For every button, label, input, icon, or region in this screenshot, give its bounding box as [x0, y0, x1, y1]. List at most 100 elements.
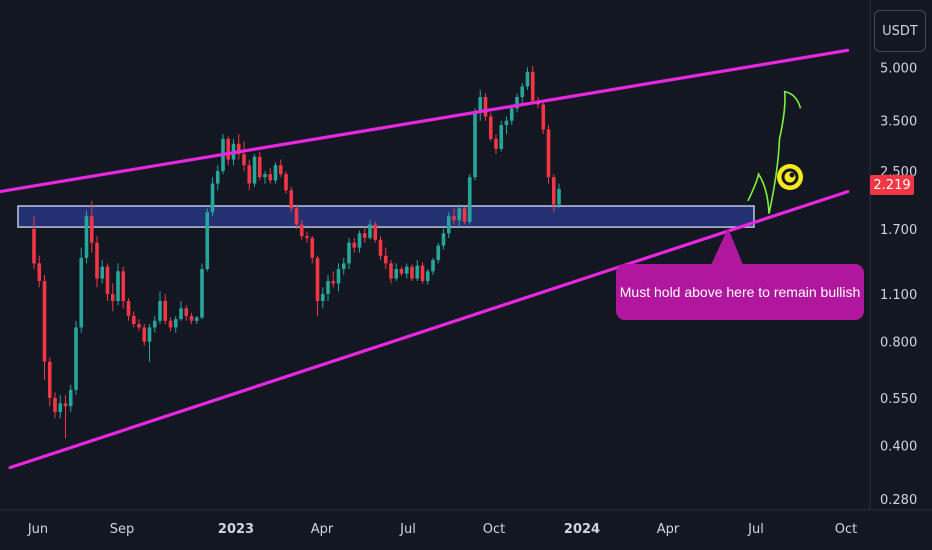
- candle-body: [368, 224, 372, 238]
- candle: [147, 324, 152, 362]
- candle-body: [551, 177, 556, 205]
- candle-body: [499, 125, 504, 149]
- candle-body: [79, 257, 84, 328]
- candle-body: [273, 165, 278, 181]
- x-tick-label: Apr: [657, 522, 680, 537]
- currency-label: USDT: [882, 23, 918, 39]
- candle-body: [488, 116, 493, 139]
- candle-body: [446, 216, 451, 234]
- candle-body: [278, 165, 283, 175]
- candle: [53, 392, 57, 419]
- candle: [378, 236, 383, 261]
- y-tick-label: 0.280: [880, 493, 917, 508]
- candle-body: [252, 156, 257, 184]
- candle: [504, 116, 509, 135]
- candle: [89, 200, 94, 253]
- annotation-text: Must hold above here to remain bullish: [619, 284, 861, 300]
- candle-body: [163, 300, 168, 321]
- candle: [326, 274, 330, 301]
- candle-body: [147, 327, 152, 342]
- candle: [478, 89, 483, 121]
- candle: [173, 315, 178, 333]
- candle-body: [168, 320, 173, 328]
- candle-body: [100, 266, 105, 279]
- candle-body: [131, 315, 136, 325]
- candle: [341, 257, 346, 275]
- candle: [105, 263, 110, 301]
- currency-selector[interactable]: USDT: [874, 10, 926, 52]
- candle: [457, 204, 462, 228]
- candle: [152, 315, 157, 333]
- candle: [415, 260, 420, 281]
- candle: [425, 269, 430, 285]
- candle-body: [515, 97, 519, 109]
- candle: [110, 283, 115, 312]
- candle-body: [173, 319, 178, 328]
- candle: [515, 93, 519, 113]
- candle-body: [420, 265, 425, 281]
- candle: [473, 108, 477, 181]
- y-tick-label: 5.000: [880, 61, 917, 76]
- candle-body: [179, 308, 183, 320]
- candle: [284, 171, 288, 194]
- candle: [546, 125, 551, 184]
- candle: [226, 136, 231, 166]
- candle: [142, 324, 147, 346]
- candle-body: [105, 266, 110, 295]
- y-tick-label: 3.500: [880, 115, 917, 130]
- candle-body: [47, 361, 52, 398]
- candle-body: [95, 242, 99, 279]
- upper-trendline: [0, 48, 850, 194]
- candle: [310, 236, 315, 264]
- candle: [320, 287, 325, 309]
- candle: [520, 83, 525, 105]
- candle: [242, 141, 246, 172]
- candle-body: [194, 317, 199, 321]
- candle-body: [478, 97, 483, 113]
- candle-body: [42, 280, 47, 362]
- candle: [37, 255, 42, 288]
- candle-body: [336, 269, 341, 284]
- candle-body: [341, 263, 346, 270]
- candle: [420, 262, 425, 284]
- candle-body: [158, 300, 162, 321]
- candle: [278, 159, 283, 178]
- candle-body: [268, 174, 273, 181]
- candle-body: [137, 324, 141, 328]
- candle: [373, 221, 378, 243]
- candle-body: [389, 263, 393, 279]
- candle: [383, 247, 388, 270]
- candle: [194, 315, 199, 325]
- candle-body: [53, 397, 57, 413]
- x-tick-label: Sep: [110, 522, 135, 537]
- candle: [236, 134, 241, 160]
- candle: [268, 168, 273, 184]
- candle-body: [462, 208, 467, 222]
- candle: [200, 263, 204, 320]
- candle: [357, 230, 362, 253]
- candle: [336, 263, 341, 292]
- candle: [68, 384, 73, 413]
- candle-body: [541, 104, 546, 130]
- candle-body: [257, 156, 262, 178]
- candle: [273, 162, 278, 184]
- candle: [205, 208, 210, 272]
- candle: [299, 220, 304, 240]
- candle-body: [546, 129, 551, 178]
- candle-body: [352, 242, 357, 248]
- logo-icon: [777, 164, 803, 190]
- candle-body: [520, 86, 525, 98]
- x-tick-label: Apr: [311, 522, 334, 537]
- candle: [462, 206, 467, 225]
- candle-body: [152, 320, 157, 328]
- candle-body: [242, 154, 246, 166]
- y-tick-label: 0.400: [880, 439, 917, 454]
- candle-body: [509, 108, 514, 121]
- candle: [95, 236, 99, 288]
- y-tick-label: 1.100: [880, 288, 917, 303]
- candle-body: [415, 265, 420, 279]
- candle-body: [410, 266, 414, 279]
- x-tick-label: 2024: [564, 522, 600, 537]
- candle-body: [110, 294, 115, 301]
- candle: [368, 220, 372, 240]
